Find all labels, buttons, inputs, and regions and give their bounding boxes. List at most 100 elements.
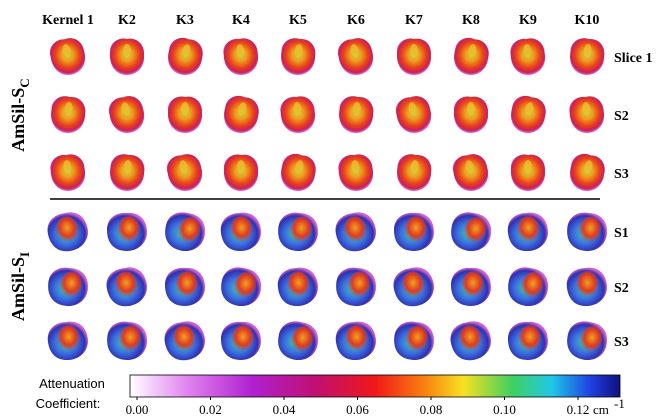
kernel-image <box>565 211 609 253</box>
kernel-image <box>454 97 488 133</box>
column-header: K9 <box>519 13 537 28</box>
kernel-image <box>509 37 547 77</box>
kernel-image <box>397 39 431 75</box>
kernel-image <box>332 209 379 255</box>
colorbar-tick-label: 0.00 <box>126 402 149 417</box>
kernel-image <box>221 93 262 136</box>
kernel-image <box>274 318 321 364</box>
group-label-subscript: C <box>17 78 32 87</box>
kernel-image <box>450 151 491 194</box>
column-header: K4 <box>232 13 250 28</box>
colorbar-tick-label: 0.06 <box>346 402 369 417</box>
kernel-image <box>47 35 88 78</box>
kernel-image <box>168 97 202 133</box>
row-label: S3 <box>614 335 629 350</box>
kernel-image <box>221 322 261 360</box>
kernel-image <box>334 320 378 362</box>
column-header: Kernel 1 <box>42 13 94 28</box>
kernel-image <box>46 266 90 308</box>
colorbar-tick-label: 0.08 <box>420 402 443 417</box>
figure: Attenuation Coefficient: Kernel 1 K2 K3 K4 K… <box>0 0 665 419</box>
kernel-image <box>279 95 317 135</box>
kernel-image <box>567 151 608 194</box>
kernel-core <box>118 216 140 242</box>
kernel-image <box>565 266 609 308</box>
column-header: K3 <box>176 13 194 28</box>
kernel-image <box>108 153 146 193</box>
kernel-image <box>504 264 551 310</box>
colorbar-unit: cm <box>593 402 609 417</box>
kernel-image <box>278 151 319 194</box>
kernel-image <box>44 209 91 255</box>
kernel-image <box>49 95 87 135</box>
kernel-image <box>451 268 491 306</box>
column-header: K5 <box>289 13 307 28</box>
kernel-image <box>222 37 260 77</box>
colorbar-tick-label: 0.04 <box>273 402 296 417</box>
kernel-image <box>451 35 492 78</box>
kernel-germ <box>467 102 475 116</box>
group-label-subscript: I <box>17 252 32 257</box>
kernel-image <box>279 37 317 77</box>
group-label: AmSil-SC <box>8 78 32 151</box>
kernel-image <box>390 264 437 310</box>
column-header: K10 <box>575 13 600 28</box>
kernel-image <box>335 35 376 78</box>
group-label-text: AmSil-S <box>8 88 28 152</box>
kernel-image <box>511 155 545 191</box>
kernel-image <box>46 320 90 362</box>
kernel-core <box>405 216 427 242</box>
kernel-germ <box>181 102 189 116</box>
kernel-core <box>232 325 254 351</box>
kernel-image <box>165 268 205 306</box>
kernel-image <box>334 266 378 308</box>
group-label-text: AmSil-S <box>8 257 28 321</box>
kernel-germ <box>524 160 532 174</box>
kernel-germ <box>123 44 131 58</box>
kernel-image <box>105 320 149 362</box>
kernel-image <box>394 213 434 251</box>
kernel-image <box>49 153 87 193</box>
kernel-image <box>392 320 436 362</box>
colorbar-title: Attenuation <box>39 376 105 391</box>
colorbar-title: Coefficient: <box>36 396 101 411</box>
kernel-image <box>508 322 548 360</box>
kernel-core <box>176 271 198 297</box>
kernel-image <box>447 318 494 364</box>
kernel-image <box>568 37 606 77</box>
kernel-image <box>447 209 494 255</box>
kernel-core <box>519 325 541 351</box>
row-label: S2 <box>614 281 629 296</box>
kernel-image <box>563 318 610 364</box>
kernel-image <box>568 95 606 135</box>
kernel-image <box>161 318 208 364</box>
colorbar-tick-label: 0.02 <box>199 402 222 417</box>
kernel-image <box>164 151 205 194</box>
kernel-image <box>217 264 264 310</box>
column-header: K2 <box>118 13 136 28</box>
row-label: Slice 1 <box>614 51 653 66</box>
kernel-image <box>110 39 144 75</box>
row-label: S3 <box>614 167 629 182</box>
kernel-germ <box>410 44 418 58</box>
column-header: K8 <box>462 13 480 28</box>
kernel-image <box>276 211 320 253</box>
colorbar-tick-label: 0.10 <box>493 402 516 417</box>
colorbar <box>130 375 620 397</box>
kernel-image <box>161 209 208 255</box>
kernel-image <box>337 153 375 193</box>
kernel-image <box>337 95 375 135</box>
kernel-image <box>106 93 147 136</box>
kernel-image <box>393 93 434 136</box>
kernel-core <box>462 271 484 297</box>
column-header: K7 <box>405 13 423 28</box>
group-label: AmSil-SI <box>8 252 32 321</box>
kernel-image <box>276 266 320 308</box>
kernel-image <box>508 93 549 136</box>
colorbar-unit-exponent: -1 <box>614 396 625 411</box>
colorbar-tick-label: 0.12 <box>567 402 590 417</box>
kernel-image <box>224 155 258 191</box>
kernel-germ <box>237 160 245 174</box>
kernel-image <box>107 213 147 251</box>
kernel-image <box>103 264 150 310</box>
